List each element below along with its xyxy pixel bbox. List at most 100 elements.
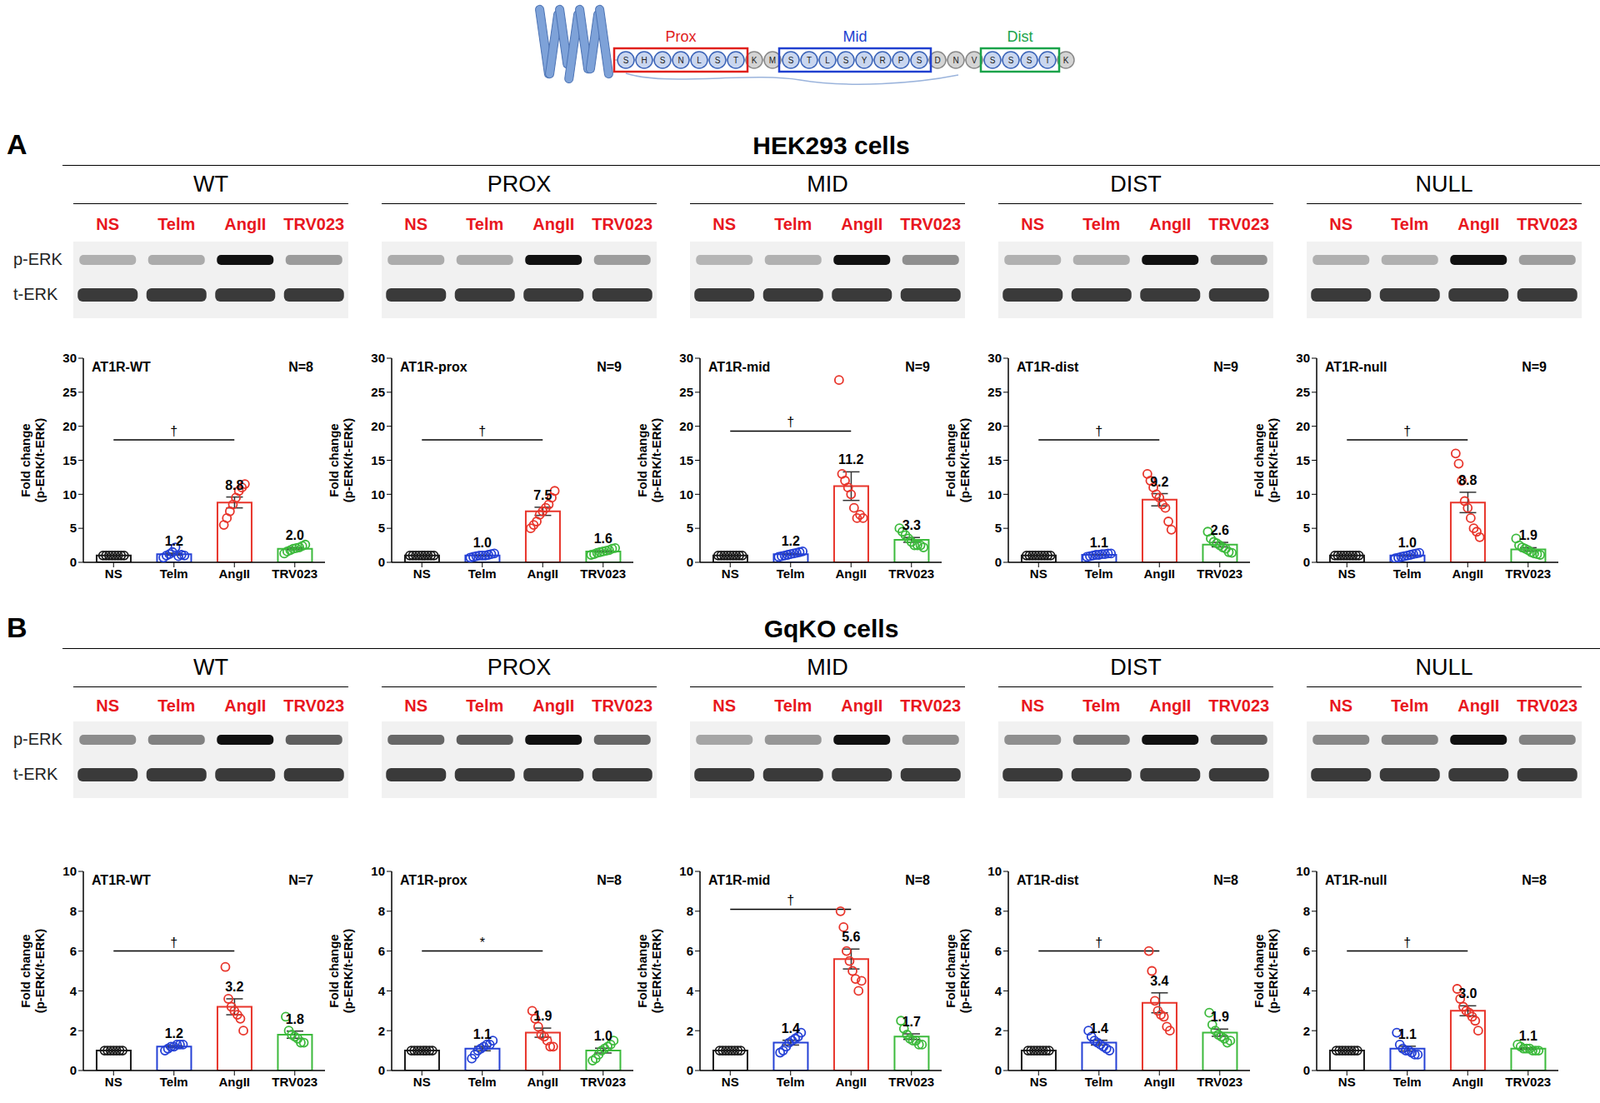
svg-text:Mid: Mid (842, 28, 867, 45)
svg-text:8.8: 8.8 (225, 478, 244, 493)
svg-text:15: 15 (1295, 453, 1310, 468)
svg-text:10: 10 (987, 864, 1002, 879)
svg-text:Fold change(p-ERK/t-ERK): Fold change(p-ERK/t-ERK) (943, 929, 972, 1015)
svg-text:1.4: 1.4 (1090, 1021, 1109, 1036)
svg-text:S: S (1026, 55, 1033, 65)
svg-text:2: 2 (686, 1024, 694, 1039)
svg-text:AngII: AngII (219, 1075, 251, 1090)
svg-text:AngII: AngII (835, 1075, 868, 1090)
svg-text:6: 6 (70, 944, 77, 959)
svg-text:1.6: 1.6 (594, 531, 613, 546)
svg-text:M: M (769, 55, 776, 65)
svg-text:25: 25 (679, 385, 694, 400)
svg-text:AngII: AngII (1144, 1075, 1176, 1090)
svg-text:20: 20 (987, 419, 1002, 434)
svg-text:1.2: 1.2 (781, 534, 800, 549)
svg-text:TRV023: TRV023 (1196, 1075, 1243, 1090)
svg-text:Telm: Telm (776, 1075, 805, 1090)
svg-text:5: 5 (378, 520, 385, 535)
svg-text:2: 2 (70, 1024, 77, 1039)
svg-text:1.4: 1.4 (781, 1021, 800, 1036)
svg-text:8: 8 (1303, 904, 1310, 919)
svg-text:L: L (825, 55, 830, 65)
svg-text:Telm: Telm (160, 566, 189, 581)
svg-text:6: 6 (1303, 944, 1310, 959)
svg-text:AngII: AngII (527, 1075, 560, 1090)
svg-text:0: 0 (995, 555, 1002, 570)
svg-text:†: † (1403, 424, 1411, 439)
svg-text:15: 15 (62, 453, 77, 468)
svg-text:1.1: 1.1 (1519, 1029, 1538, 1044)
svg-text:T: T (806, 55, 812, 65)
svg-text:NS: NS (105, 566, 123, 581)
svg-text:1.8: 1.8 (285, 1012, 305, 1027)
svg-text:V: V (971, 55, 978, 65)
svg-text:6: 6 (378, 944, 385, 959)
svg-text:*: * (480, 935, 485, 950)
svg-text:5: 5 (995, 520, 1002, 535)
svg-text:Dist: Dist (1007, 28, 1034, 45)
svg-text:NS: NS (413, 566, 431, 581)
svg-text:†: † (478, 424, 486, 439)
svg-text:9.2: 9.2 (1150, 475, 1169, 490)
svg-text:15: 15 (370, 453, 385, 468)
svg-text:11.2: 11.2 (838, 452, 864, 467)
svg-text:1.9: 1.9 (1519, 528, 1538, 543)
svg-text:10: 10 (1295, 864, 1310, 879)
svg-text:8: 8 (378, 904, 385, 919)
svg-text:P: P (898, 55, 905, 65)
svg-text:TRV023: TRV023 (888, 566, 935, 581)
svg-text:†: † (170, 935, 178, 950)
svg-text:4: 4 (995, 984, 1003, 999)
svg-text:T: T (1045, 55, 1050, 65)
svg-text:7.5: 7.5 (533, 488, 552, 503)
svg-text:Fold change(p-ERK/t-ERK): Fold change(p-ERK/t-ERK) (326, 418, 355, 504)
svg-text:8: 8 (995, 904, 1002, 919)
svg-text:S: S (1008, 55, 1015, 65)
svg-text:S: S (990, 55, 996, 65)
svg-text:H: H (640, 55, 647, 65)
svg-text:T: T (733, 55, 739, 65)
svg-text:Fold change(p-ERK/t-ERK): Fold change(p-ERK/t-ERK) (943, 418, 972, 504)
svg-text:8: 8 (70, 904, 77, 919)
svg-text:NS: NS (1338, 566, 1356, 581)
svg-text:1.2: 1.2 (165, 1026, 184, 1041)
svg-text:TRV023: TRV023 (580, 1075, 626, 1090)
svg-text:1.2: 1.2 (165, 534, 184, 549)
svg-text:5: 5 (70, 520, 77, 535)
svg-text:Fold change(p-ERK/t-ERK): Fold change(p-ERK/t-ERK) (1251, 929, 1280, 1015)
svg-text:10: 10 (1295, 487, 1310, 502)
svg-text:0: 0 (686, 555, 694, 570)
svg-text:25: 25 (62, 385, 77, 400)
svg-text:Prox: Prox (665, 28, 696, 45)
svg-text:20: 20 (679, 419, 694, 434)
svg-text:20: 20 (62, 419, 77, 434)
svg-text:NS: NS (413, 1075, 431, 1090)
svg-text:AngII: AngII (1144, 566, 1176, 581)
svg-text:AngII: AngII (1452, 1075, 1485, 1090)
svg-text:8.8: 8.8 (1458, 473, 1477, 488)
svg-text:0: 0 (70, 1063, 77, 1078)
svg-text:TRV023: TRV023 (888, 1075, 935, 1090)
svg-text:†: † (786, 415, 795, 430)
svg-text:5: 5 (1303, 520, 1310, 535)
svg-text:25: 25 (1295, 385, 1310, 400)
svg-text:2: 2 (1303, 1024, 1310, 1039)
svg-text:2.6: 2.6 (1210, 523, 1230, 538)
svg-text:TRV023: TRV023 (271, 566, 318, 581)
svg-text:Fold change(p-ERK/t-ERK): Fold change(p-ERK/t-ERK) (18, 929, 47, 1015)
svg-text:6: 6 (995, 944, 1002, 959)
svg-text:2.0: 2.0 (285, 528, 305, 543)
svg-text:TRV023: TRV023 (1196, 566, 1243, 581)
svg-text:AngII: AngII (835, 566, 868, 581)
svg-text:5: 5 (686, 520, 694, 535)
svg-text:N: N (952, 55, 959, 65)
svg-text:1.0: 1.0 (594, 1029, 613, 1044)
svg-text:2: 2 (378, 1024, 385, 1039)
svg-text:8: 8 (686, 904, 694, 919)
svg-text:TRV023: TRV023 (1505, 1075, 1551, 1090)
svg-text:10: 10 (62, 864, 77, 879)
svg-text:S: S (623, 55, 630, 65)
svg-text:Fold change(p-ERK/t-ERK): Fold change(p-ERK/t-ERK) (1251, 418, 1280, 504)
svg-text:1.9: 1.9 (533, 1009, 552, 1024)
